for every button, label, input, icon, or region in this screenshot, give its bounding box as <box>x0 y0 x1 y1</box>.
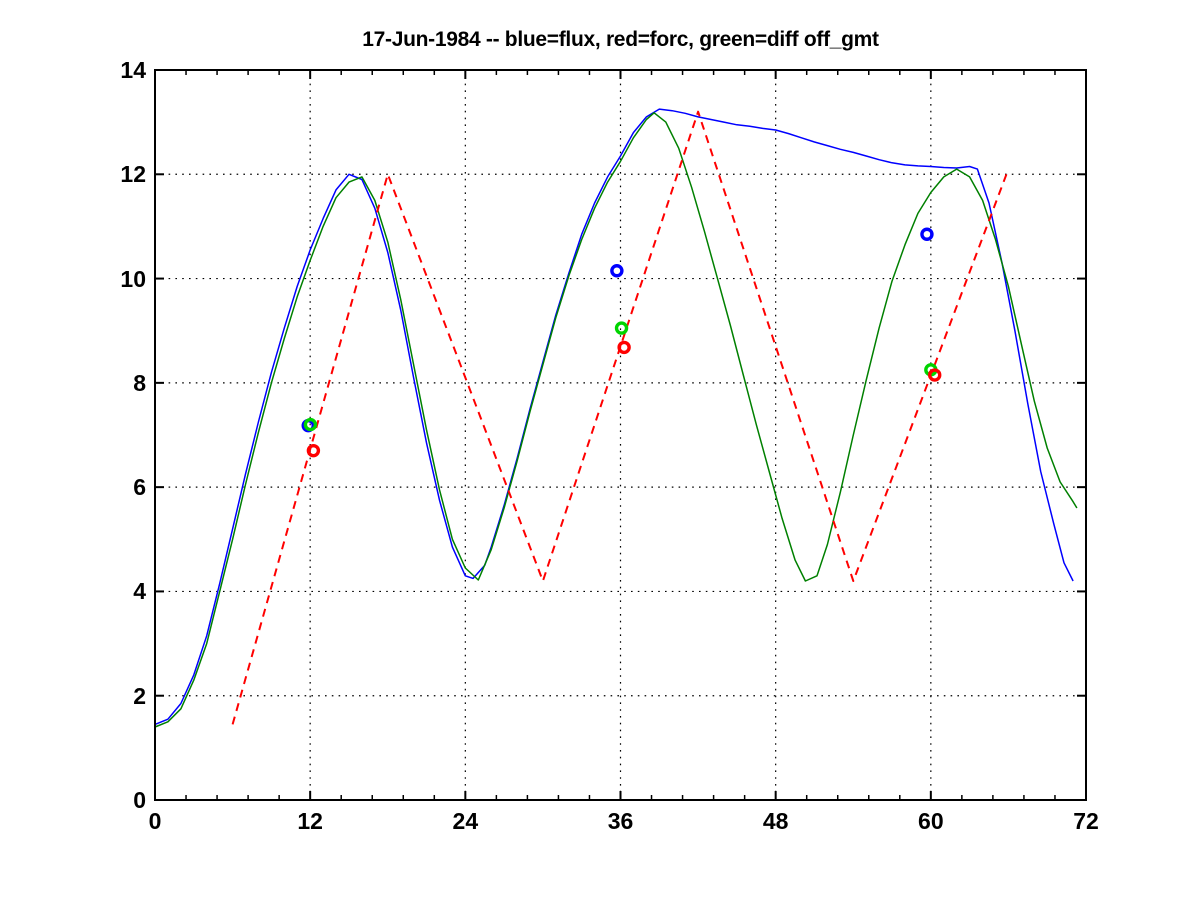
x-tick-label-60: 60 <box>918 808 944 834</box>
y-tick-label-4: 4 <box>133 578 146 605</box>
y-tick-label-10: 10 <box>120 265 146 292</box>
x-tick-label-24: 24 <box>452 808 479 834</box>
y-tick-label-6: 6 <box>133 474 146 501</box>
x-tick-label-0: 0 <box>148 808 162 834</box>
forc-marker <box>306 443 321 458</box>
forc-marker <box>617 340 631 355</box>
y-tick-label-8: 8 <box>133 369 146 396</box>
y-tick-label-0: 0 <box>133 787 146 813</box>
x-tick-label-12: 12 <box>297 808 323 834</box>
diff-marker <box>614 321 629 335</box>
chart-title: 17-Jun-1984 -- blue=flux, red=forc, gree… <box>362 28 879 51</box>
flux-marker <box>920 227 934 241</box>
y-tick-label-12: 12 <box>120 161 146 188</box>
flux-marker <box>610 264 624 278</box>
x-tick-label-72: 72 <box>1073 808 1099 834</box>
x-tick-label-48: 48 <box>762 808 789 834</box>
x-tick-label-36: 36 <box>607 808 634 834</box>
diff-line <box>154 112 1078 728</box>
y-tick-label-2: 2 <box>133 682 146 709</box>
flux-line <box>154 108 1074 726</box>
y-tick-label-14: 14 <box>120 57 146 83</box>
diff-marker <box>303 417 318 432</box>
forc-marker <box>928 368 942 382</box>
